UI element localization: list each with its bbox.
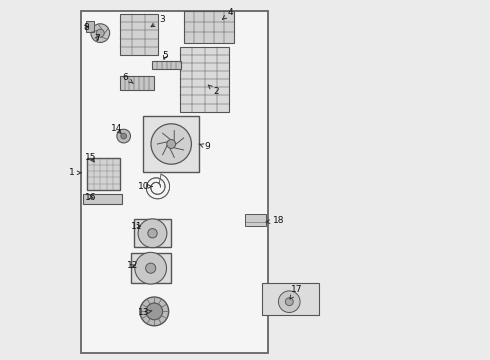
Text: 3: 3 <box>151 15 165 27</box>
Text: 11: 11 <box>130 222 142 231</box>
Bar <box>86 21 94 32</box>
Bar <box>81 11 269 353</box>
Bar <box>87 158 120 190</box>
Text: 7: 7 <box>94 35 99 44</box>
Text: 13: 13 <box>138 308 152 317</box>
Bar <box>120 14 157 55</box>
Bar <box>83 194 122 204</box>
Bar <box>143 116 199 172</box>
Circle shape <box>278 291 300 312</box>
Circle shape <box>117 129 130 143</box>
Circle shape <box>148 229 157 238</box>
Bar <box>152 61 180 69</box>
Bar <box>180 47 229 112</box>
Text: 2: 2 <box>208 85 219 96</box>
Bar <box>245 214 266 226</box>
Text: 12: 12 <box>127 261 138 270</box>
Circle shape <box>140 297 169 326</box>
Text: 4: 4 <box>222 8 233 19</box>
Text: 9: 9 <box>199 142 210 151</box>
Circle shape <box>135 252 167 284</box>
Text: 1: 1 <box>69 168 81 177</box>
Bar <box>120 76 154 90</box>
Bar <box>262 283 319 315</box>
Circle shape <box>91 24 110 42</box>
Circle shape <box>285 298 293 306</box>
Circle shape <box>121 133 126 139</box>
Bar <box>184 11 234 43</box>
Text: 15: 15 <box>85 153 97 162</box>
Bar <box>130 253 171 283</box>
Text: 5: 5 <box>162 51 168 60</box>
Circle shape <box>146 263 156 273</box>
Circle shape <box>151 124 192 164</box>
Circle shape <box>97 29 104 37</box>
Circle shape <box>138 219 167 248</box>
Text: 17: 17 <box>290 285 303 299</box>
Text: 16: 16 <box>85 193 97 202</box>
Circle shape <box>167 140 175 148</box>
Circle shape <box>146 303 163 320</box>
Text: 10: 10 <box>138 182 152 191</box>
Text: 8: 8 <box>83 23 89 32</box>
Text: 6: 6 <box>122 73 133 84</box>
Text: 18: 18 <box>266 216 284 225</box>
Text: 14: 14 <box>111 125 122 134</box>
Bar <box>134 219 171 247</box>
